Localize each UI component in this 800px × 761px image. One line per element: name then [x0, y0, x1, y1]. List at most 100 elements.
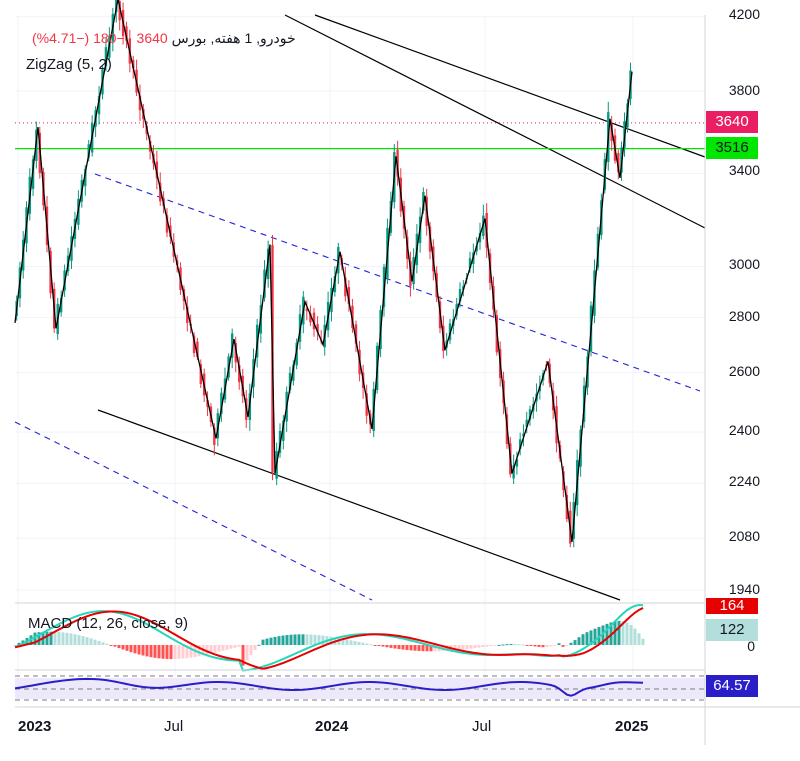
macd-histogram-bar — [569, 642, 573, 645]
rsi-line — [14, 677, 644, 697]
macd-histogram-bar — [353, 641, 357, 645]
level-price-tag: 3516 — [706, 137, 758, 159]
macd-histogram-bar — [257, 644, 261, 646]
macd-histogram-bar — [453, 645, 457, 651]
candle-body — [288, 372, 292, 391]
candle-body — [155, 161, 159, 179]
macd-histogram-bar — [545, 645, 549, 648]
macd-histogram-bar — [425, 645, 429, 652]
macd-histogram-bar — [633, 628, 637, 645]
macd-histogram-bar — [373, 645, 377, 646]
macd-histogram-bar — [277, 636, 281, 645]
candle-body — [522, 433, 525, 437]
macd-histogram-bar — [625, 622, 629, 645]
macd-histogram-bar — [329, 636, 333, 645]
macd-histogram-bar — [77, 635, 81, 645]
candle-body — [97, 96, 101, 115]
macd-histogram-bar — [17, 642, 21, 645]
zigzag-line — [14, 0, 633, 542]
macd-histogram-bar — [557, 643, 561, 645]
macd-histogram-bar — [197, 645, 201, 657]
macd-histogram-bar — [273, 636, 277, 645]
macd-histogram-bar — [461, 645, 465, 650]
candle-body — [87, 144, 90, 158]
macd-histogram-bar — [285, 635, 289, 645]
macd-histogram-bar — [133, 645, 137, 654]
macd-histogram-bar — [553, 645, 557, 646]
macd-histogram-bar — [101, 642, 105, 645]
macd-histogram-bar — [65, 632, 69, 645]
candle-body — [422, 191, 425, 211]
candle-body — [475, 245, 478, 252]
candle-body — [512, 465, 515, 479]
macd-histogram-bar — [297, 634, 301, 645]
macd-histogram-bar — [417, 645, 421, 651]
macd-histogram-bar — [169, 645, 173, 660]
trend-lines — [14, 14, 706, 601]
price-change: −180 (−4.71%) — [32, 30, 125, 46]
macd-histogram-bar — [73, 634, 77, 645]
macd-histogram-bar — [105, 643, 109, 645]
candle-body — [118, 1, 121, 21]
candle-body — [295, 342, 298, 366]
macd-histogram-bar — [377, 645, 381, 646]
macd-histogram-bar — [501, 644, 505, 646]
macd-histogram-bar — [541, 645, 545, 648]
macd-histogram-bar — [185, 645, 189, 659]
macd-histogram-bar — [177, 645, 181, 659]
last-price-tag: 3640 — [706, 111, 758, 133]
macd-histogram-bar — [637, 633, 641, 645]
macd-histogram-bar — [549, 645, 553, 647]
macd-histogram-bar — [173, 645, 177, 660]
macd-histogram-bar — [125, 645, 129, 651]
macd-histogram-bar — [561, 645, 565, 647]
x-tick-2023: 2023 — [18, 718, 52, 735]
macd-histogram-bar — [413, 645, 417, 651]
macd-histogram-bar — [289, 634, 293, 645]
candle-body — [196, 341, 199, 358]
candle-body — [610, 124, 613, 141]
macd-histogram-bar — [369, 644, 373, 646]
macd-histogram-bar — [249, 645, 253, 656]
macd-histogram-bar — [313, 634, 317, 645]
candle-body — [518, 439, 522, 449]
macd-histogram-bar — [577, 637, 581, 645]
macd-histogram-bar — [221, 645, 225, 651]
macd-histogram-bar — [149, 645, 153, 658]
dashed-channel-upper — [94, 173, 701, 392]
macd-histogram-bar — [605, 623, 609, 645]
macd-histogram-bar — [181, 645, 185, 659]
upper-channel-line-2 — [314, 14, 706, 158]
macd-histogram-bar — [341, 638, 345, 645]
candle-body — [132, 59, 135, 69]
zigzag-indicator — [14, 0, 633, 542]
macd-histogram-bar — [109, 645, 113, 646]
macd-histogram-bar — [393, 645, 397, 649]
macd-histogram-bar — [433, 645, 437, 652]
macd-histogram-bar — [317, 635, 321, 645]
macd-histogram-bar — [477, 645, 481, 648]
candle-body — [344, 277, 347, 297]
macd-histogram-bar — [617, 620, 621, 645]
macd-histogram-bar — [525, 645, 529, 646]
candle-body — [305, 308, 308, 312]
macd-histogram-bar — [365, 643, 369, 645]
symbol-name: خودرو, 1 هفته, بورس — [171, 30, 296, 46]
candle-body — [333, 276, 337, 293]
macd-histogram-bar — [157, 645, 161, 659]
y-tick-2800: 2800 — [728, 308, 760, 324]
macd-histogram-bar — [85, 637, 89, 645]
macd-histogram-bar — [241, 645, 245, 666]
macd-histogram-bar — [57, 631, 61, 645]
macd-histogram-bar — [189, 645, 193, 658]
macd-histogram-bar — [465, 645, 469, 650]
signal-line — [14, 607, 644, 670]
macd-histogram-bar — [89, 638, 93, 645]
macd-histogram-bar — [113, 645, 117, 647]
macd-histogram-bar — [389, 645, 393, 648]
candle-body — [84, 169, 87, 187]
macd-histogram-bar — [153, 645, 157, 658]
rsi-value-tag: 64.57 — [706, 675, 758, 697]
macd-histogram-bar — [481, 645, 485, 648]
